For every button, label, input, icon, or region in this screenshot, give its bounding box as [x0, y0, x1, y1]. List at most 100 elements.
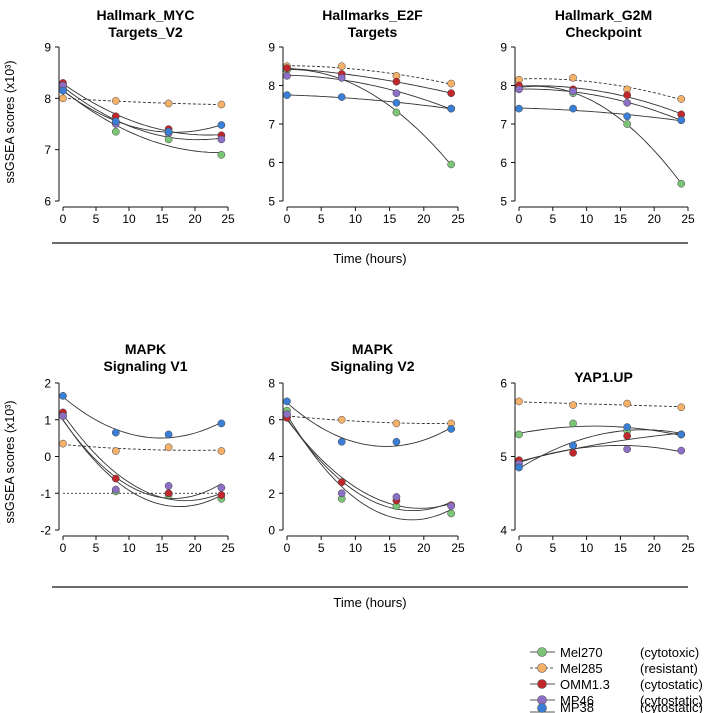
panel-5-point-mp46	[447, 502, 456, 510]
panel-2-point-mel285	[337, 62, 346, 71]
panel-2-fit-mp38	[286, 94, 452, 110]
panel-3-xtick-label: 20	[648, 212, 662, 226]
panel-4-fit-mel270	[62, 419, 222, 508]
panel-4-point-omm1-3	[164, 489, 173, 498]
panel-4-point-mel285	[164, 443, 173, 452]
panel-3-xtick-label: 5	[549, 212, 556, 226]
panel-1-xtick-label: 5	[93, 212, 100, 226]
legend-marker-omm13	[537, 679, 547, 689]
panel-2-point-mp46	[283, 72, 291, 80]
panel-2-point-mel285	[447, 79, 456, 88]
panel-3-point-mel285	[677, 95, 686, 103]
top-x-axis-label: Time (hours)	[333, 251, 406, 266]
legend-name-mp46: MP46	[560, 693, 594, 708]
panel-6-xtick-label: 0	[516, 541, 523, 555]
panel-4-xtick-label: 25	[221, 541, 235, 555]
panel-6-fit-mel285	[518, 401, 682, 408]
panel-2-point-omm1-3	[392, 77, 401, 86]
panel-1-point-mp38	[111, 117, 120, 126]
panel-6-ytick-label: 5	[500, 450, 507, 464]
panel-6-point-mel285	[515, 397, 523, 406]
bottom-y-axis-label: ssGSEA scores (x10³)	[3, 401, 17, 524]
panel-6-point-mel285	[623, 399, 632, 408]
panel-4-ytick-label: -1	[40, 487, 51, 501]
legend-name-mel285: Mel285	[560, 661, 603, 676]
panel-6-title-line-1: YAP1.UP	[574, 369, 633, 385]
legend-note-mel285: (resistant)	[640, 661, 698, 676]
bottom-x-axis-label: Time (hours)	[333, 595, 406, 610]
panel-5-point-mp46	[392, 493, 401, 501]
panel-2-xtick-label: 0	[284, 212, 291, 226]
panel-3-ytick-label: 6	[500, 156, 507, 170]
panel-2-xtick-label: 20	[417, 212, 431, 226]
panel-3-fit-mp46	[518, 88, 682, 121]
panel-3-xtick-label: 0	[516, 212, 523, 226]
panel-1-fit-mel285	[62, 97, 222, 106]
panel-5-xtick-label: 5	[318, 541, 325, 555]
panel-1-fit-mp46	[62, 86, 222, 141]
panel-3-title-line-1: Hallmark_G2M	[555, 7, 652, 23]
panel-1-xtick-label: 10	[122, 212, 136, 226]
legend-item-omm13: OMM1.3 (cytostatic)	[530, 677, 703, 692]
panel-6-xtick-label: 15	[614, 541, 628, 555]
panel-5-point-mp38	[447, 425, 456, 433]
panel-6-point-mp38	[515, 463, 523, 472]
panel-3-point-mp46	[623, 98, 632, 107]
legend-marker-mel285	[537, 663, 547, 673]
panel-3-xtick-label: 10	[580, 212, 594, 226]
panel-6-ytick-label: 6	[500, 377, 507, 391]
panel-4-ytick-label: 0	[44, 450, 51, 464]
panel-6-point-mp38	[569, 441, 577, 450]
panel-2-ytick-label: 5	[268, 195, 275, 209]
panel-1-point-mp38	[59, 86, 67, 95]
panel-3-title-line-2: Checkpoint	[565, 24, 642, 40]
panel-1-xtick-label: 0	[60, 212, 67, 226]
panel-1-title-line-2: Targets_V2	[108, 24, 183, 40]
panel-2-ytick-label: 6	[268, 156, 275, 170]
panel-6-fit-mp46	[518, 444, 682, 464]
legend-note-mp46: (cytostatic)	[640, 693, 703, 708]
legend: Mel270 (cytotoxic) Mel285 (resistant) OM…	[530, 645, 703, 713]
panel-5-point-mel270	[447, 509, 456, 518]
panel-4-point-mp46	[59, 412, 67, 420]
panel-2-point-mel270	[392, 108, 401, 117]
panel-2-point-omm1-3	[447, 89, 456, 98]
panel-5-ytick-label: 6	[268, 413, 275, 427]
panel-6-point-omm1-3	[569, 448, 577, 457]
panel-5-ytick-label: 0	[268, 524, 275, 538]
panel-5-point-mel285	[337, 415, 346, 424]
panel-4-point-mp38	[164, 430, 173, 439]
panel-5-point-mp46	[283, 410, 291, 419]
panel-3-point-mp38	[569, 104, 577, 113]
panel-1-point-mel270	[217, 150, 226, 159]
panel-2-point-mp38	[337, 93, 346, 101]
panel-1-xtick-label: 25	[221, 212, 235, 226]
panel-6-point-mel270	[569, 419, 577, 428]
panel-3-ytick-label: 9	[500, 41, 507, 55]
panel-1-point-mel285	[217, 100, 226, 109]
panel-3-fit-omm1-3	[518, 85, 682, 115]
panel-4-xtick-label: 20	[188, 541, 202, 555]
panel-5-fit-omm1-3	[286, 419, 452, 509]
panel-6-point-mp38	[677, 430, 686, 439]
panel-3-ytick-label: 8	[500, 79, 507, 93]
panel-5-ytick-label: 8	[268, 377, 275, 391]
panel-2-point-mp46	[337, 73, 346, 82]
panel-6-point-omm1-3	[623, 432, 632, 440]
panel-5-point-mel285	[392, 419, 401, 428]
panel-2-ytick-label: 7	[268, 118, 275, 132]
panel-4-point-mp38	[59, 392, 67, 400]
legend-item-mel285: Mel285 (resistant)	[530, 661, 698, 676]
panel-4-fit-mp38	[62, 396, 222, 439]
panel-5-title-line-2: Signaling V2	[330, 358, 414, 374]
panel-1-xtick-label: 20	[188, 212, 202, 226]
legend-note-mp38: (cytostatic)	[640, 700, 703, 713]
panel-3-fit-mp38	[518, 107, 682, 122]
panel-1-fit-mel270	[62, 89, 222, 154]
